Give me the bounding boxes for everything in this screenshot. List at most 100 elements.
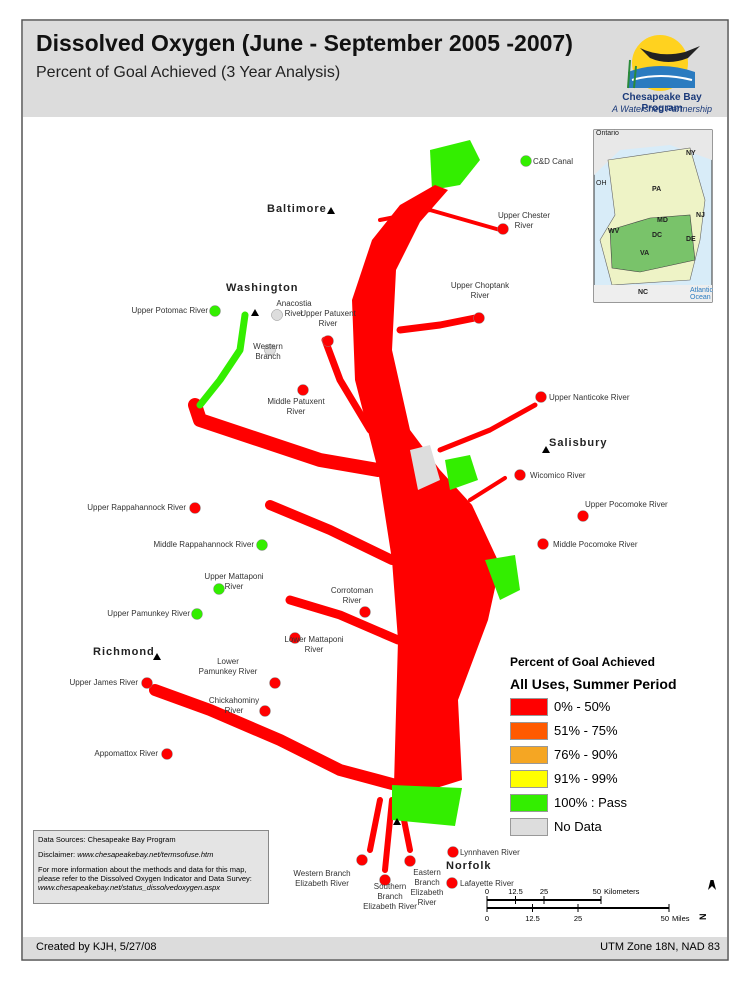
title: Dissolved Oxygen (June - September 2005 … — [36, 30, 573, 56]
legend-swatch — [510, 722, 548, 740]
inset-label: NY — [686, 150, 696, 157]
inset-label: PA — [652, 186, 662, 193]
sources-box: Data Sources: Chesapeake Bay Program Dis… — [33, 830, 269, 904]
station-dot — [514, 469, 526, 481]
inset-label: MD — [657, 217, 668, 224]
scale-tick-label: 50 — [593, 887, 601, 896]
logo-name: Chesapeake Bay Program — [622, 92, 702, 114]
legend-swatch — [510, 698, 548, 716]
station-label: Upper Choptank River — [450, 281, 510, 300]
station-label: Upper Mattaponi River — [204, 572, 264, 591]
station-label: Eastern Branch Elizabeth River — [410, 868, 444, 907]
station-dot — [520, 155, 532, 167]
station-label: Wicomico River — [530, 471, 586, 480]
station-label: Middle Rappahannock River — [153, 540, 255, 549]
station-label: Upper Chester River — [497, 211, 551, 230]
inset-label: NC — [638, 289, 649, 296]
station-label: Anacostia River — [276, 299, 312, 318]
inset-label: WV — [608, 228, 620, 235]
station-dot — [356, 854, 368, 866]
legend-swatch — [510, 794, 548, 812]
station-label: Lafayette River — [460, 879, 514, 888]
station-dot — [497, 223, 509, 235]
legend-label: No Data — [554, 819, 602, 834]
station-dot — [537, 538, 549, 550]
city-marker — [153, 653, 161, 660]
station-dot — [289, 632, 301, 644]
station-label: Upper Pamunkey River — [107, 609, 190, 618]
station-dot — [161, 748, 173, 760]
data-sources: Data Sources: Chesapeake Bay Program — [38, 835, 176, 844]
scale-tick-label: 0 — [485, 914, 489, 923]
scale-unit: Miles — [672, 914, 690, 923]
station-label: Western Branch Elizabeth River — [293, 869, 351, 888]
scale-tick-label: 50 — [661, 914, 669, 923]
city-label: Norfolk — [446, 860, 492, 872]
survey-url: www.chesapeakebay.net/status_dissolvedox… — [38, 883, 221, 892]
inset-label: DC — [652, 232, 663, 239]
footer-band — [23, 937, 727, 959]
inset-label: Atlantic Ocean — [690, 287, 713, 301]
inset-label: DE — [686, 236, 696, 243]
legend-swatch — [510, 818, 548, 836]
station-dot — [256, 539, 268, 551]
inset-label: VA — [640, 250, 650, 257]
station-label: Upper James River — [69, 678, 138, 687]
station-dot — [446, 877, 458, 889]
station-label: Western Branch — [253, 342, 283, 361]
inset-label: NJ — [696, 212, 705, 219]
station-label: Appomattox River — [94, 749, 158, 758]
station-label: C&D Canal — [533, 157, 574, 166]
scale-tick-label: 0 — [485, 887, 489, 896]
station-dot — [264, 344, 276, 356]
disclaimer: Disclaimer: www.chesapeakebay.net/termso… — [38, 850, 264, 859]
city-marker — [251, 309, 259, 316]
legend-label: 51% - 75% — [554, 723, 618, 738]
legend-label: 91% - 99% — [554, 771, 618, 786]
city-label: Richmond — [93, 646, 155, 658]
disclaimer-url: www.chesapeakebay.net/termsofuse.htm — [77, 850, 214, 859]
city-marker — [393, 818, 401, 825]
logo-tagline: A Watershed Partnership — [611, 104, 713, 114]
more-info: For more information about the methods a… — [38, 865, 252, 883]
north-arrow — [708, 880, 716, 890]
city-marker — [542, 446, 550, 453]
scale-unit: Kilometers — [604, 887, 640, 896]
station-label: Corrotoman River — [330, 586, 374, 605]
station-dot — [189, 502, 201, 514]
inset-map — [593, 129, 713, 303]
inset-label: OH — [596, 180, 607, 187]
inset-label: Ontario — [596, 130, 619, 137]
station-dot — [213, 583, 225, 595]
station-label: Upper Pocomoke River — [585, 500, 668, 509]
bay — [149, 140, 538, 873]
station-dot — [322, 335, 334, 347]
legend-subtitle: All Uses, Summer Period — [510, 676, 677, 692]
station-label: Upper Potomac River — [131, 306, 208, 315]
station-dot — [209, 305, 221, 317]
station-dot — [379, 874, 391, 886]
station-dot — [359, 606, 371, 618]
station-dot — [259, 705, 271, 717]
projection: UTM Zone 18N, NAD 83 — [600, 941, 720, 953]
station-dot — [269, 677, 281, 689]
station-label: Lower Pamunkey River — [198, 657, 258, 676]
city-label: Salisbury — [549, 437, 608, 449]
station-label: Lynnhaven River — [460, 848, 520, 857]
station-dot — [577, 510, 589, 522]
station-dot — [535, 391, 547, 403]
legend-title: Percent of Goal Achieved — [510, 655, 655, 669]
legend-swatch — [510, 770, 548, 788]
disclaimer-label: Disclaimer: — [38, 850, 76, 859]
legend-label: 76% - 90% — [554, 747, 618, 762]
station-label: Chickahominy River — [208, 696, 260, 715]
north-label: N — [698, 914, 708, 921]
station-dot — [473, 312, 485, 324]
legend-label: 0% - 50% — [554, 699, 611, 714]
station-label: Middle Patuxent River — [267, 397, 325, 416]
scale-tick-label: 12.5 — [508, 887, 523, 896]
city-marker — [327, 207, 335, 214]
